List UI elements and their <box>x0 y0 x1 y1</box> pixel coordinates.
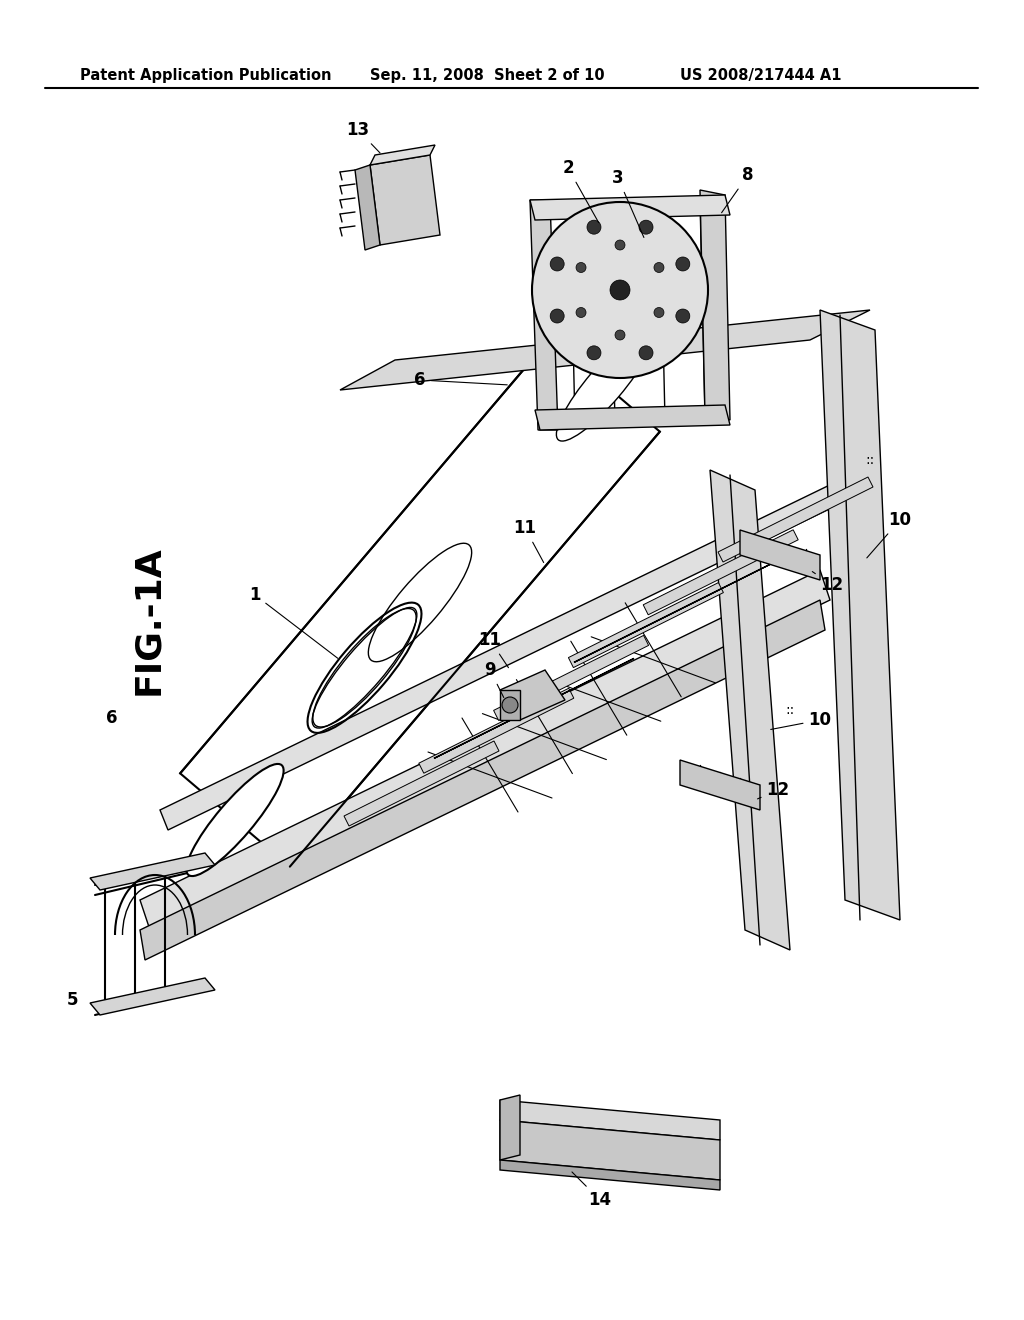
Circle shape <box>676 257 690 271</box>
Polygon shape <box>180 338 659 867</box>
Polygon shape <box>434 659 634 759</box>
Text: 11: 11 <box>513 519 544 562</box>
Polygon shape <box>500 690 520 719</box>
Polygon shape <box>710 470 790 950</box>
Polygon shape <box>500 1100 720 1140</box>
Circle shape <box>502 697 518 713</box>
Polygon shape <box>355 165 380 249</box>
Circle shape <box>577 308 586 318</box>
Text: 8: 8 <box>722 166 754 213</box>
Circle shape <box>550 257 564 271</box>
Text: 9: 9 <box>484 661 504 697</box>
Text: 10: 10 <box>771 711 831 730</box>
Text: 12: 12 <box>758 781 790 799</box>
Polygon shape <box>500 1119 720 1180</box>
Text: 6: 6 <box>106 709 118 727</box>
Circle shape <box>550 309 564 323</box>
Polygon shape <box>718 477 873 562</box>
Polygon shape <box>500 1160 720 1191</box>
Circle shape <box>639 220 653 234</box>
Text: 10: 10 <box>867 511 911 558</box>
Circle shape <box>654 263 664 272</box>
Text: 1: 1 <box>249 586 338 659</box>
Polygon shape <box>340 310 870 389</box>
Text: 6: 6 <box>415 371 507 389</box>
Polygon shape <box>500 1096 520 1160</box>
Text: FIG.-1A: FIG.-1A <box>131 545 165 694</box>
Polygon shape <box>419 688 573 774</box>
Circle shape <box>615 240 625 249</box>
Text: US 2008/217444 A1: US 2008/217444 A1 <box>680 69 842 83</box>
Polygon shape <box>700 190 730 420</box>
Polygon shape <box>370 154 440 246</box>
Text: 2: 2 <box>562 158 599 223</box>
Circle shape <box>587 220 601 234</box>
Ellipse shape <box>186 764 284 876</box>
Polygon shape <box>530 195 730 220</box>
Polygon shape <box>643 529 798 615</box>
Text: 13: 13 <box>346 121 380 153</box>
Text: 12: 12 <box>812 572 844 594</box>
Text: Sep. 11, 2008  Sheet 2 of 10: Sep. 11, 2008 Sheet 2 of 10 <box>370 69 604 83</box>
Circle shape <box>654 308 664 318</box>
Polygon shape <box>530 201 558 430</box>
Polygon shape <box>568 582 723 668</box>
Text: 11: 11 <box>478 631 509 668</box>
Circle shape <box>577 263 586 272</box>
Polygon shape <box>140 570 830 931</box>
Polygon shape <box>494 635 648 721</box>
Polygon shape <box>500 671 565 719</box>
Polygon shape <box>160 480 848 830</box>
Polygon shape <box>90 853 215 890</box>
Polygon shape <box>90 978 215 1015</box>
Text: ::: :: <box>865 453 874 467</box>
Circle shape <box>639 346 653 360</box>
Polygon shape <box>680 760 760 810</box>
Circle shape <box>610 280 630 300</box>
Polygon shape <box>574 562 774 663</box>
Text: Patent Application Publication: Patent Application Publication <box>80 69 332 83</box>
Circle shape <box>532 202 708 378</box>
Polygon shape <box>140 601 825 960</box>
Polygon shape <box>344 741 499 826</box>
Circle shape <box>615 330 625 341</box>
Polygon shape <box>535 405 730 430</box>
Circle shape <box>587 346 601 360</box>
Text: 3: 3 <box>612 169 644 238</box>
Text: ::: :: <box>785 704 795 717</box>
Polygon shape <box>370 145 435 165</box>
Ellipse shape <box>556 329 653 441</box>
Circle shape <box>676 309 690 323</box>
Text: 5: 5 <box>67 991 78 1008</box>
Polygon shape <box>740 531 820 579</box>
Text: 14: 14 <box>572 1172 611 1209</box>
Polygon shape <box>820 310 900 920</box>
